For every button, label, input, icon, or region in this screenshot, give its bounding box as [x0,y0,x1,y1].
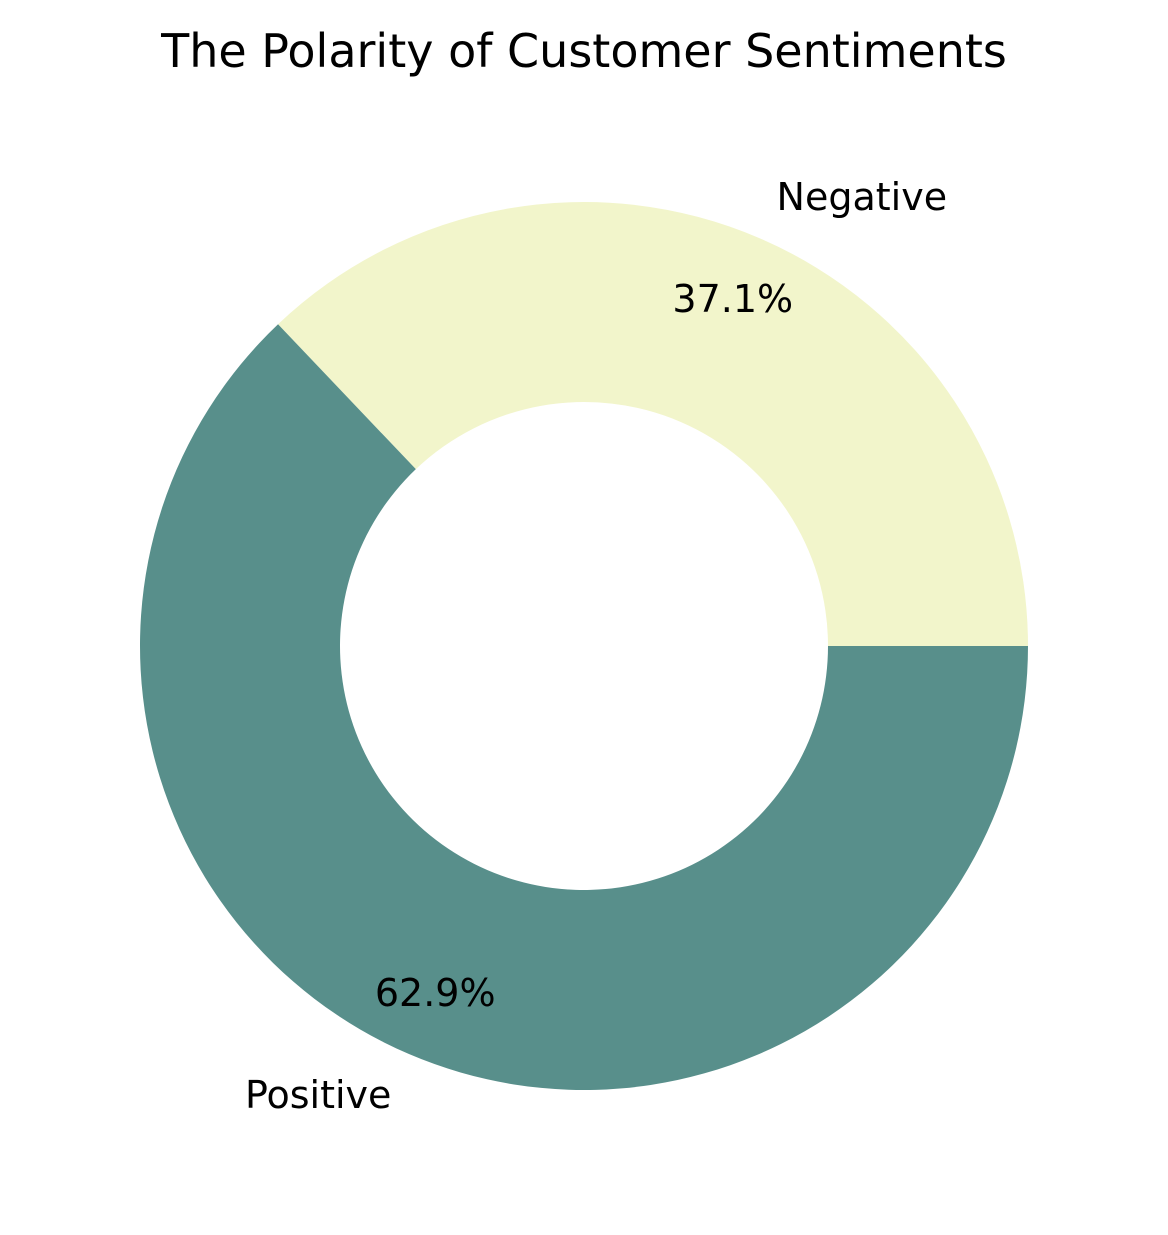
slice-negative [278,201,1029,647]
chart-title: The Polarity of Customer Sentiments [160,24,1007,78]
labels-group: Negative 37.1% Positive 62.9% [245,175,947,1117]
slice-label-negative: Negative [777,175,948,219]
slices-group [140,201,1029,1090]
pct-label-negative: 37.1% [672,277,793,321]
pct-label-positive: 62.9% [375,971,496,1015]
slice-positive [140,324,1028,1090]
slice-label-positive: Positive [245,1073,392,1117]
